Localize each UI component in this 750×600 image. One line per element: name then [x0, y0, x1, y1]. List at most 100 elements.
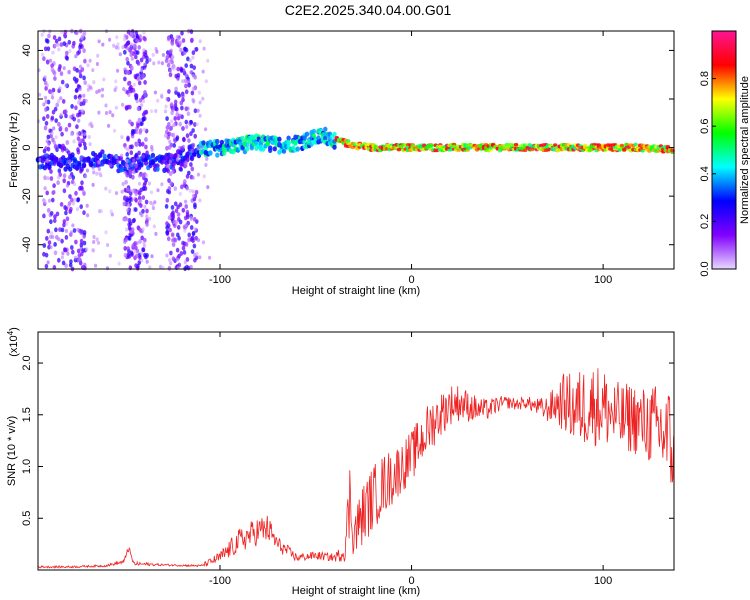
- spectrogram-cell: [523, 148, 528, 153]
- spectrogram-noise-cell: [56, 180, 60, 186]
- spectrogram-haze-cell: [132, 249, 137, 254]
- spectrogram-haze-cell: [118, 52, 122, 57]
- spectrogram-haze-cell: [67, 204, 71, 209]
- spectrogram-haze-cell: [79, 156, 83, 161]
- spectrogram-noise-cell: [53, 218, 57, 224]
- spectrogram-haze-cell: [123, 37, 127, 42]
- spectrogram-haze-cell: [130, 163, 134, 167]
- spectrogram-noise-cell: [175, 157, 180, 162]
- spectrogram-noise-cell: [187, 170, 191, 176]
- spectrogram-haze-cell: [183, 260, 187, 265]
- spectrogram-noise-cell: [129, 150, 134, 156]
- spectrogram-haze-cell: [171, 37, 175, 42]
- spectrogram-noise-cell: [184, 242, 189, 247]
- spectrogram-haze-cell: [151, 52, 155, 57]
- spectrogram-noise-cell: [184, 204, 188, 209]
- spectrogram-noise-cell: [127, 218, 132, 223]
- spectrogram-noise-cell: [70, 245, 74, 250]
- x-tick-label: 100: [594, 575, 612, 587]
- spectrogram-haze-cell: [169, 132, 173, 137]
- spectrogram-noise-cell: [144, 177, 148, 183]
- y-tick-label: 0.5: [21, 511, 33, 526]
- spectrogram-noise-cell: [42, 56, 46, 62]
- spectrogram-haze-cell: [88, 85, 92, 90]
- spectrogram-haze-cell: [71, 223, 75, 228]
- spectrogram-noise-cell: [47, 164, 52, 170]
- spectrogram-haze-cell: [97, 167, 101, 171]
- spectrogram-noise-cell: [51, 197, 55, 203]
- spectrogram-haze-cell: [198, 198, 202, 203]
- spectrogram-noise-cell: [72, 116, 76, 122]
- spectrogram-cell: [302, 135, 307, 141]
- spectrogram-noise-cell: [172, 143, 176, 148]
- spectrogram-haze-cell: [58, 86, 62, 91]
- spectrogram-noise-cell: [176, 212, 181, 217]
- spectrogram-noise-cell: [179, 47, 183, 53]
- colorbar-frame: [711, 30, 737, 270]
- spectrogram-haze-cell: [95, 62, 99, 66]
- spectrogram-cell: [240, 135, 245, 141]
- spectrogram-noise-cell: [69, 259, 73, 264]
- spectrogram-noise-cell: [136, 123, 140, 128]
- spectrogram-haze-cell: [143, 93, 147, 98]
- spectrogram-haze-cell: [45, 139, 49, 144]
- spectrogram-noise-cell: [136, 75, 141, 81]
- spectrogram-haze-cell: [150, 109, 154, 114]
- spectrogram-noise-cell: [78, 73, 83, 79]
- spectrogram-cell: [428, 144, 434, 148]
- spectrogram-noise-cell: [137, 190, 142, 196]
- spectrogram-haze-cell: [73, 182, 77, 187]
- spectrogram-haze-cell: [68, 49, 72, 53]
- spectrogram-haze-cell: [59, 112, 63, 117]
- spectrogram-noise-cell: [180, 105, 184, 111]
- spectrogram-noise-cell: [139, 121, 143, 127]
- spectrogram-haze-cell: [152, 61, 156, 66]
- spectrogram-noise-cell: [75, 30, 79, 36]
- spectrogram-haze-cell: [150, 145, 154, 149]
- spectrogram-noise-cell: [62, 219, 67, 224]
- spectrogram-noise-cell: [62, 188, 67, 194]
- spectrogram-noise-cell: [54, 227, 58, 233]
- spectrogram-haze-cell: [121, 182, 125, 186]
- spectrogram-noise-cell: [187, 138, 191, 144]
- spectrogram-noise-cell: [189, 225, 194, 230]
- spectrogram-haze-cell: [160, 182, 164, 187]
- spectrogram-haze-cell: [126, 203, 131, 208]
- spectrogram-cell: [513, 142, 519, 147]
- spectrogram-haze-cell: [92, 235, 96, 239]
- spectrogram-noise-cell: [43, 46, 48, 52]
- spectrogram-noise-cell: [187, 82, 191, 88]
- spectrogram-noise-cell: [125, 152, 129, 157]
- spectrogram-noise-cell: [50, 115, 55, 121]
- spectrogram-noise-cell: [79, 168, 83, 174]
- spectrogram-haze-cell: [100, 87, 105, 92]
- spectrogram-noise-cell: [141, 247, 145, 253]
- spectrogram-noise-cell: [176, 66, 180, 72]
- spectrogram-noise-cell: [168, 227, 172, 233]
- spectrogram-haze-cell: [110, 212, 114, 217]
- spectrogram-noise-cell: [131, 218, 136, 224]
- spectrogram-noise-cell: [62, 178, 66, 184]
- spectrogram-noise-cell: [123, 252, 128, 258]
- spectrogram-haze-cell: [77, 140, 82, 145]
- spectrogram-noise-cell: [167, 178, 171, 183]
- spectrogram-haze-cell: [86, 63, 90, 68]
- spectrogram-haze-cell: [88, 58, 92, 63]
- spectrogram-noise-cell: [58, 125, 63, 131]
- spectrogram-haze-cell: [172, 66, 176, 71]
- spectrogram-noise-cell: [190, 166, 195, 172]
- spectrogram-noise-cell: [73, 94, 78, 100]
- spectrogram-haze-cell: [65, 221, 69, 226]
- spectrogram-haze-cell: [100, 93, 104, 98]
- spectrogram-noise-cell: [64, 235, 69, 240]
- spectrogram-cell: [222, 150, 227, 156]
- spectrogram-haze-cell: [43, 199, 47, 204]
- spectrogram-noise-cell: [181, 93, 185, 99]
- spectrogram-noise-cell: [143, 186, 148, 191]
- spectrogram-noise-cell: [170, 205, 175, 210]
- spectrogram-noise-cell: [134, 168, 139, 174]
- spectrogram-haze-cell: [167, 37, 171, 42]
- spectrogram-noise-cell: [125, 69, 129, 75]
- spectrogram-haze-cell: [163, 133, 168, 138]
- spectrogram-haze-cell: [193, 86, 197, 91]
